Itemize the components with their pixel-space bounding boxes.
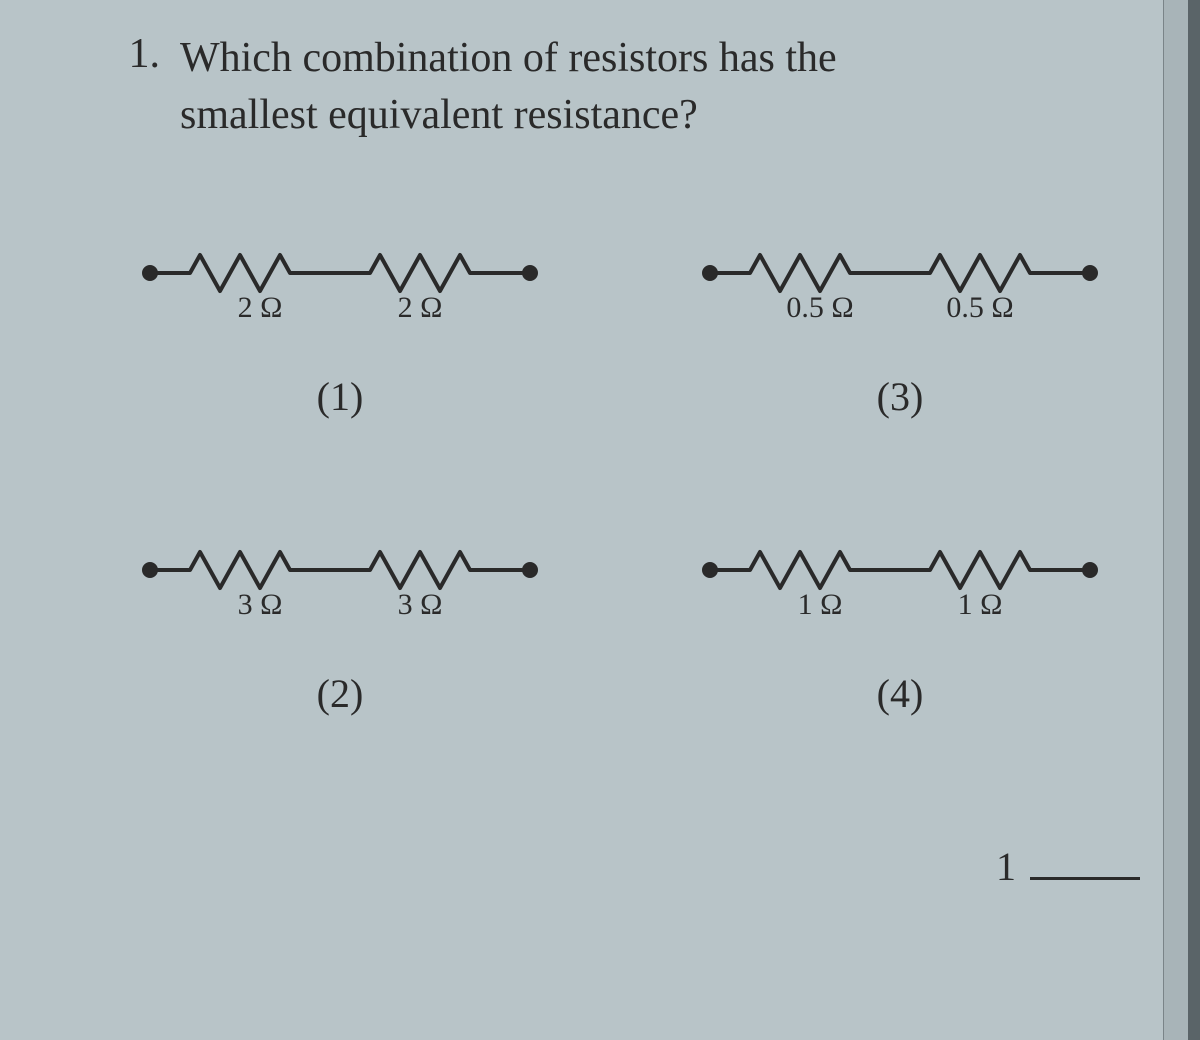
circuit-1-labels: 2 Ω 2 Ω [130, 291, 550, 325]
answer-blank: 1 [996, 843, 1140, 890]
circuit-3: 0.5 Ω 0.5 Ω [690, 243, 1110, 323]
page: 1. Which combination of resistors has th… [0, 0, 1200, 1040]
answer-blank-line [1030, 853, 1140, 880]
circuit-2-labels: 3 Ω 3 Ω [130, 588, 550, 622]
question-line-1: Which combination of resistors has the [180, 35, 837, 81]
circuit-4: 1 Ω 1 Ω [690, 540, 1110, 620]
option-2-label: (2) [317, 670, 364, 717]
option-1-label: (1) [317, 373, 364, 420]
circuit-3-r2: 0.5 Ω [940, 291, 1020, 325]
circuit-3-labels: 0.5 Ω 0.5 Ω [690, 291, 1110, 325]
circuit-1-r1: 2 Ω [220, 291, 300, 325]
question-row: 1. Which combination of resistors has th… [100, 30, 1160, 143]
circuit-1: 2 Ω 2 Ω [130, 243, 550, 323]
options-grid: 2 Ω 2 Ω (1) 0.5 Ω 0.5 Ω [80, 243, 1160, 717]
answer-blank-number: 1 [996, 843, 1016, 890]
page-edge-outer [1188, 0, 1200, 1040]
option-3: 0.5 Ω 0.5 Ω (3) [640, 243, 1160, 420]
circuit-4-r2: 1 Ω [940, 588, 1020, 622]
option-2: 3 Ω 3 Ω (2) [80, 540, 600, 717]
question-line-2: smallest equivalent resistance? [180, 92, 698, 138]
page-edge-inner [1163, 0, 1188, 1040]
question-text: Which combination of resistors has the s… [180, 30, 837, 143]
option-4: 1 Ω 1 Ω (4) [640, 540, 1160, 717]
option-3-label: (3) [877, 373, 924, 420]
circuit-4-r1: 1 Ω [780, 588, 860, 622]
option-4-label: (4) [877, 670, 924, 717]
circuit-2-r2: 3 Ω [380, 588, 460, 622]
circuit-2: 3 Ω 3 Ω [130, 540, 550, 620]
question-number: 1. [100, 30, 180, 78]
circuit-1-r2: 2 Ω [380, 291, 460, 325]
circuit-3-r1: 0.5 Ω [780, 291, 860, 325]
circuit-4-labels: 1 Ω 1 Ω [690, 588, 1110, 622]
option-1: 2 Ω 2 Ω (1) [80, 243, 600, 420]
circuit-2-r1: 3 Ω [220, 588, 300, 622]
